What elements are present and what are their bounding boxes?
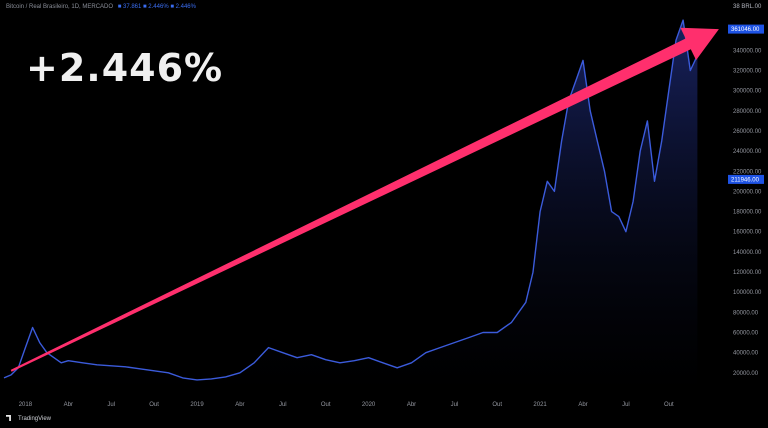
y-tick-label: 100000.00: [733, 290, 762, 296]
axis-units-label: 38 BRL.00: [733, 4, 762, 10]
y-tick-label: 280000.00: [733, 109, 762, 115]
tradingview-logo[interactable]: TradingView: [6, 415, 51, 422]
price-line-layer: [3, 19, 699, 381]
percent-gain-label: +2.446%: [26, 46, 224, 90]
x-tick-label: Jul: [279, 402, 287, 408]
price-tag-label: 211946.00: [731, 177, 760, 183]
symbol-label[interactable]: Bitcoin / Real Brasileiro, 1D, MERCADO: [6, 4, 114, 10]
x-axis: 2018 Abr Jul Out 2019 Abr Jul Out 2020 Abr Jul Out 2…: [19, 402, 674, 408]
y-tick-label: 160000.00: [733, 230, 762, 236]
y-tick-label: 80000.00: [733, 310, 759, 316]
x-tick-label: Jul: [622, 402, 630, 408]
y-tick-label: 200000.00: [733, 189, 762, 195]
area-fill: [4, 20, 698, 393]
price-tag-label: 361046.00: [731, 27, 760, 33]
price-area-fill: [4, 20, 698, 393]
x-tick-label: Out: [492, 402, 502, 408]
ohlc-values: ■ 37.861 ■ 2.446% ■ 2.446%: [117, 4, 196, 10]
price-line: [3, 19, 699, 381]
y-tick-label: 140000.00: [733, 250, 762, 256]
price-tag-box: [728, 24, 764, 34]
x-tick-label: Out: [149, 402, 159, 408]
y-tick-label: 340000.00: [733, 48, 762, 54]
y-tick-label: 260000.00: [733, 129, 762, 135]
y-tick-label: 320000.00: [733, 69, 762, 75]
x-tick-label: Abr: [407, 402, 416, 408]
x-tick-label: Jul: [107, 402, 115, 408]
chart-header: Bitcoin / Real Brasileiro, 1D, MERCADO ■…: [6, 4, 196, 10]
x-tick-label: 2021: [533, 402, 547, 408]
x-tick-label: Out: [664, 402, 674, 408]
x-tick-label: Jul: [451, 402, 459, 408]
y-tick-label: 20000.00: [733, 371, 759, 377]
price-tag-box: [728, 174, 764, 184]
y-tick-label: 60000.00: [733, 331, 759, 337]
x-tick-label: 2018: [19, 402, 33, 408]
y-tick-label: 180000.00: [733, 210, 762, 216]
y-tick-label: 300000.00: [733, 89, 762, 95]
brand-name: TradingView: [18, 416, 52, 422]
trend-arrow-shape: [10, 27, 719, 372]
x-tick-label: Abr: [578, 402, 587, 408]
trend-arrow: [10, 27, 719, 372]
y-tick-label: 240000.00: [733, 149, 762, 155]
x-tick-label: Abr: [64, 402, 73, 408]
price-tags: 361046.00 211946.00: [728, 24, 764, 184]
x-tick-label: 2019: [190, 402, 204, 408]
tradingview-icon: [6, 415, 11, 421]
y-axis: 360000.00340000.00320000.00300000.002800…: [733, 28, 762, 377]
y-tick-label: 40000.00: [733, 351, 759, 357]
y-tick-label: 120000.00: [733, 270, 762, 276]
x-tick-label: Out: [321, 402, 331, 408]
x-tick-label: Abr: [235, 402, 244, 408]
y-tick-label: 220000.00: [733, 169, 762, 175]
x-tick-label: 2020: [362, 402, 376, 408]
